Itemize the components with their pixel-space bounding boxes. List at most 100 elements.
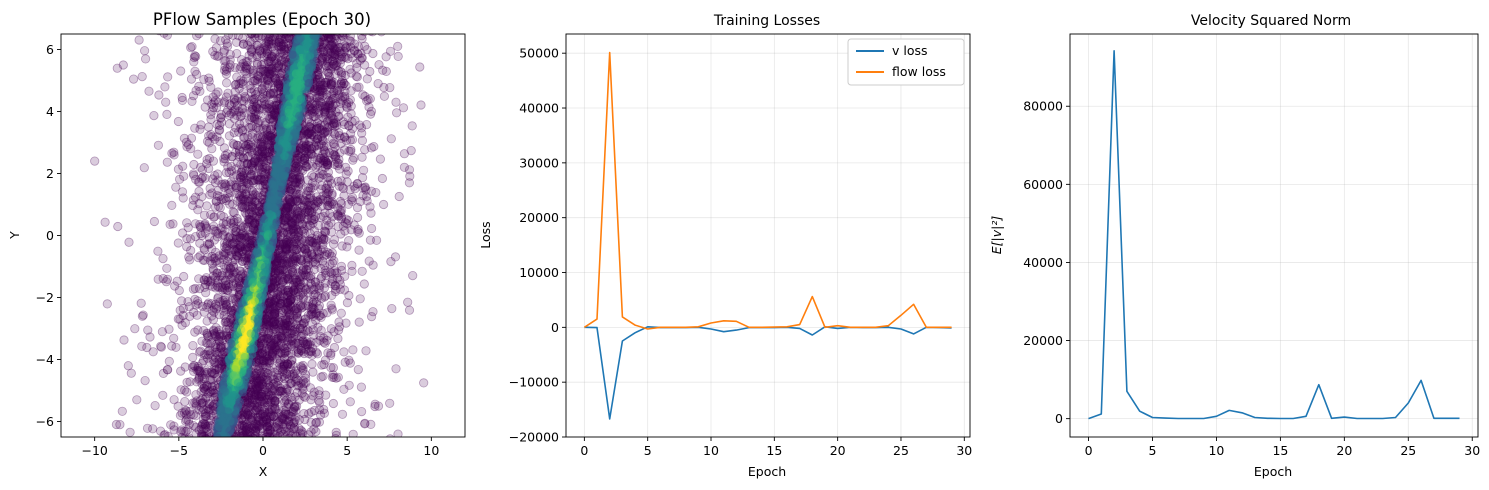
scatter-point bbox=[242, 152, 253, 162]
scatter-point bbox=[199, 350, 209, 360]
scatter-point bbox=[360, 91, 370, 102]
scatter-point bbox=[252, 99, 262, 109]
scatter-point bbox=[190, 283, 200, 294]
scatter-point bbox=[268, 325, 278, 335]
scatter-point bbox=[336, 68, 347, 78]
scatter-point bbox=[333, 333, 343, 344]
scatter-point bbox=[348, 155, 358, 165]
scatter-point bbox=[309, 172, 319, 182]
scatter-point bbox=[148, 424, 158, 434]
scatter-point bbox=[321, 102, 331, 112]
scatter-point bbox=[229, 438, 237, 446]
scatter-point bbox=[325, 175, 335, 185]
scatter-point bbox=[307, 108, 317, 118]
scatter-point bbox=[250, 426, 260, 436]
scatter-point bbox=[275, 283, 285, 293]
scatter-point bbox=[204, 122, 214, 132]
scatter-point bbox=[342, 177, 352, 187]
scatter-point bbox=[331, 107, 341, 117]
scatter-point bbox=[181, 405, 191, 415]
scatter-point bbox=[192, 365, 202, 375]
scatter-point bbox=[235, 231, 245, 242]
scatter-point bbox=[316, 153, 326, 163]
scatter-point bbox=[206, 110, 216, 120]
scatter-point bbox=[282, 212, 292, 223]
scatter-point bbox=[283, 202, 293, 212]
scatter-point bbox=[309, 214, 319, 224]
scatter-point bbox=[312, 134, 323, 144]
scatter-point bbox=[238, 421, 248, 431]
scatter-point bbox=[302, 435, 309, 437]
scatter-point bbox=[250, 157, 260, 168]
scatter-point bbox=[300, 146, 310, 156]
scatter-point bbox=[300, 373, 311, 383]
scatter-point bbox=[256, 416, 266, 427]
scatter-point bbox=[190, 327, 200, 337]
scatter-point bbox=[247, 415, 257, 426]
scatter-point bbox=[317, 201, 327, 211]
scatter-point bbox=[218, 218, 228, 228]
scatter-point bbox=[281, 321, 291, 331]
scatter-point bbox=[231, 268, 241, 278]
scatter-point bbox=[265, 432, 275, 437]
scatter-point bbox=[264, 140, 274, 150]
scatter-point bbox=[246, 169, 256, 180]
scatter-point bbox=[374, 22, 382, 30]
scatter-point bbox=[250, 34, 260, 43]
scatter-point bbox=[244, 441, 252, 449]
scatter-point bbox=[250, 439, 258, 447]
scatter-point bbox=[244, 194, 254, 204]
scatter-point bbox=[124, 237, 134, 247]
scatter-point bbox=[356, 382, 366, 392]
scatter-point bbox=[320, 148, 330, 158]
scatter-point bbox=[335, 284, 345, 294]
scatter-point bbox=[154, 90, 164, 100]
scatter-point bbox=[306, 149, 316, 159]
scatter-point bbox=[308, 391, 318, 401]
scatter-point bbox=[303, 265, 313, 275]
scatter-point bbox=[286, 336, 296, 346]
scatter-point bbox=[238, 192, 249, 202]
scatter-point bbox=[218, 300, 228, 310]
scatter-point bbox=[266, 124, 276, 135]
scatter-point bbox=[252, 50, 262, 60]
scatter-point bbox=[258, 416, 268, 427]
scatter-point bbox=[231, 181, 241, 191]
scatter-point bbox=[250, 196, 260, 206]
scatter-point bbox=[359, 279, 369, 289]
scatter-point bbox=[242, 69, 252, 79]
scatter-point bbox=[273, 370, 283, 380]
scatter-point bbox=[306, 248, 317, 258]
scatter-point bbox=[285, 296, 295, 306]
scatter-point bbox=[163, 72, 173, 82]
scatter-point bbox=[283, 287, 294, 297]
scatter-point bbox=[248, 220, 258, 230]
scatter-point bbox=[230, 180, 240, 190]
scatter-point bbox=[223, 162, 233, 172]
scatter-point bbox=[323, 189, 333, 199]
scatter-point bbox=[220, 150, 230, 161]
scatter-point bbox=[224, 246, 234, 256]
scatter-point bbox=[231, 182, 241, 192]
scatter-point bbox=[366, 208, 376, 218]
scatter-point bbox=[308, 111, 319, 122]
scatter-point bbox=[221, 280, 231, 290]
scatter-point bbox=[218, 440, 226, 448]
scatter-point bbox=[274, 301, 285, 311]
scatter-point bbox=[226, 440, 234, 448]
scatter-point bbox=[329, 118, 339, 128]
scatter-point bbox=[316, 131, 326, 141]
scatter-point bbox=[252, 58, 262, 68]
scatter-point bbox=[182, 387, 192, 397]
scatter-point bbox=[253, 376, 263, 386]
scatter-point bbox=[365, 235, 375, 245]
scatter-point bbox=[238, 104, 248, 114]
scatter-point bbox=[349, 45, 360, 55]
scatter-point bbox=[204, 73, 214, 83]
scatter-point bbox=[330, 130, 340, 140]
scatter-point bbox=[283, 268, 293, 278]
scatter-point bbox=[262, 317, 272, 327]
scatter-point bbox=[314, 90, 325, 100]
scatter-point bbox=[387, 303, 397, 314]
scatter-point bbox=[314, 86, 324, 97]
